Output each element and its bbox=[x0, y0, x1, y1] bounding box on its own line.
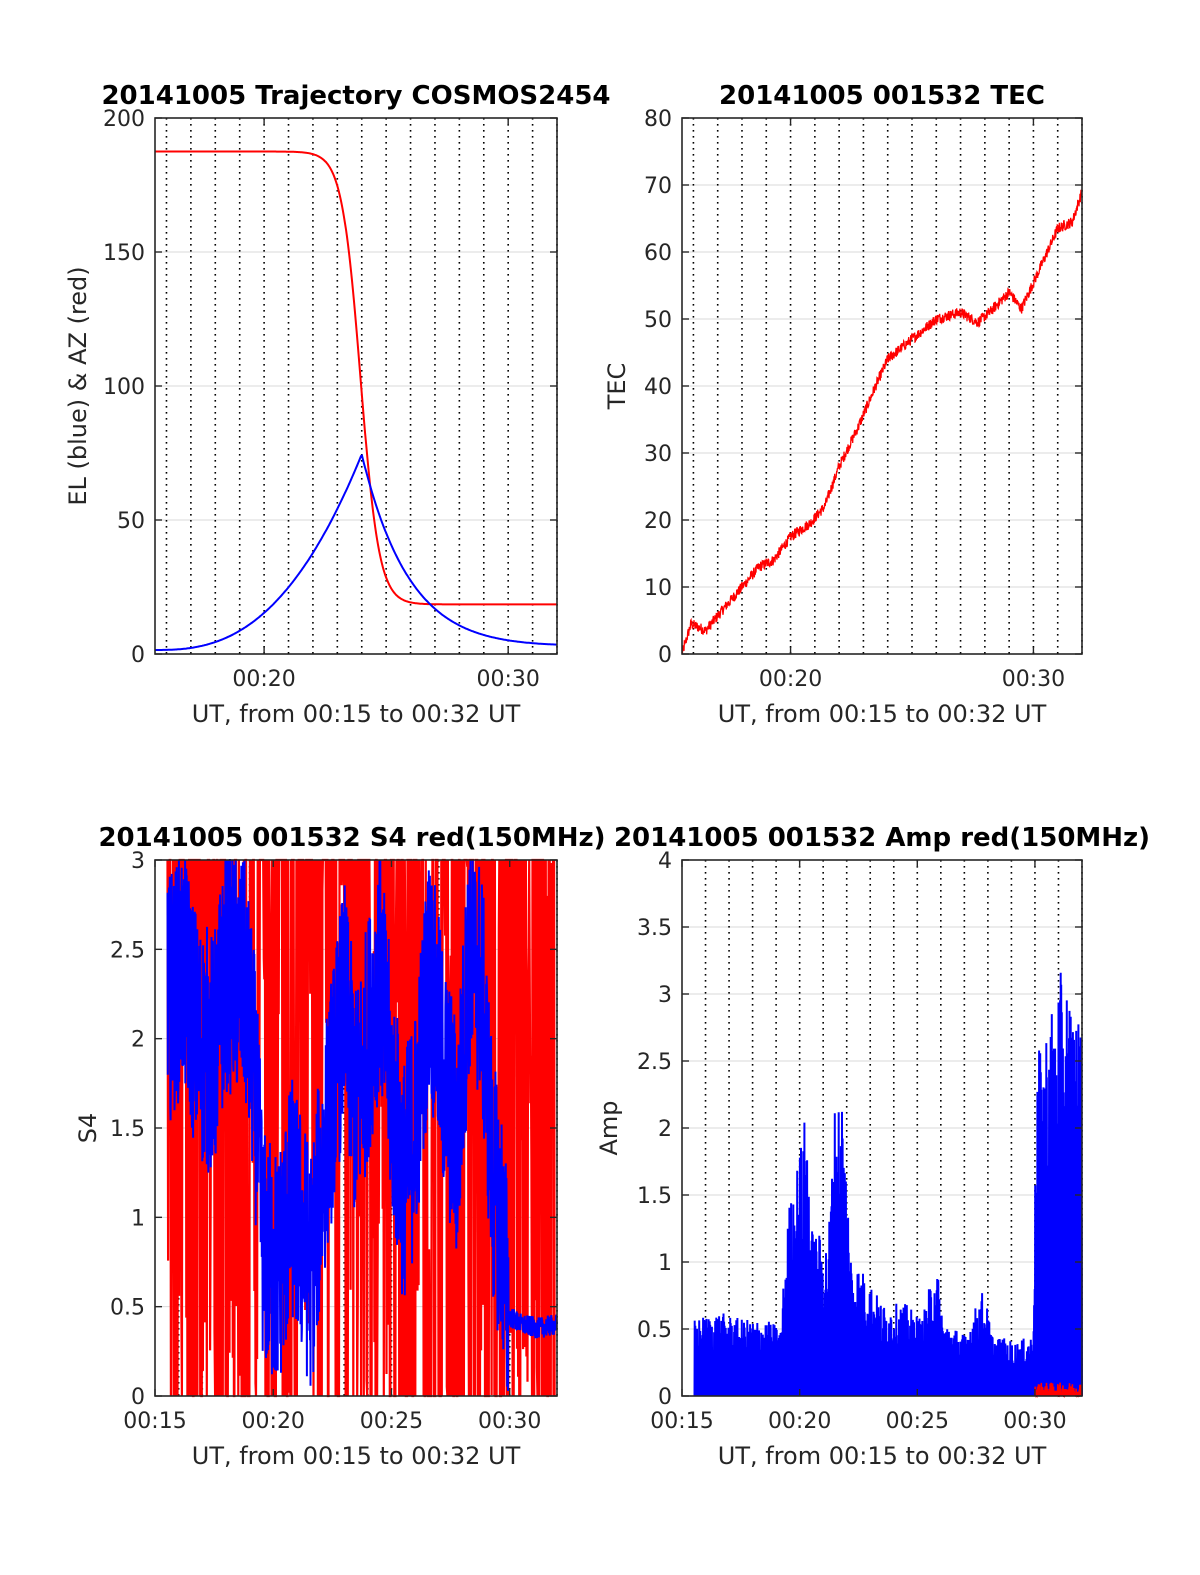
tec-xtick-label: 00:30 bbox=[1002, 667, 1065, 692]
s4-series bbox=[166, 858, 558, 1398]
amp-ytick-label: 2 bbox=[658, 1117, 672, 1142]
amp-ytick-label: 4 bbox=[658, 849, 672, 874]
trajectory-axes: 0 50 100 150 200 00:20 00:30 bbox=[103, 107, 558, 692]
s4-ylabel: S4 bbox=[74, 1113, 102, 1144]
s4-ytick-label: 3 bbox=[131, 849, 145, 874]
s4-panel: 20141005 001532 S4 red(150MHz) UT, from … bbox=[74, 823, 606, 1470]
trajectory-xtick-label: 00:20 bbox=[232, 667, 295, 692]
tec-ytick-label: 20 bbox=[644, 509, 672, 534]
amp-ytick-label: 1.5 bbox=[637, 1184, 672, 1209]
trajectory-series-az bbox=[155, 150, 557, 606]
amp-title: 20141005 001532 Amp red(150MHz) bbox=[614, 823, 1150, 853]
tec-title: 20141005 001532 TEC bbox=[719, 81, 1045, 111]
amp-panel: 20141005 001532 Amp red(150MHz) UT, from… bbox=[595, 823, 1150, 1470]
s4-ytick-label: 2.5 bbox=[110, 938, 145, 963]
amp-xtick-label: 00:30 bbox=[1003, 1409, 1066, 1434]
tec-ytick-label: 30 bbox=[644, 442, 672, 467]
trajectory-panel: 20141005 Trajectory COSMOS2454 UT, from … bbox=[64, 81, 611, 728]
tec-xlabel: UT, from 00:15 to 00:32 UT bbox=[718, 700, 1047, 728]
tec-axes: 0 10 20 30 40 50 60 70 80 00:20 00:30 bbox=[644, 107, 1083, 692]
trajectory-series bbox=[155, 150, 557, 651]
tec-ytick-label: 80 bbox=[644, 107, 672, 132]
s4-title: 20141005 001532 S4 red(150MHz) bbox=[98, 823, 605, 853]
amp-xtick-label: 00:15 bbox=[650, 1409, 713, 1434]
s4-xtick-label: 00:25 bbox=[360, 1409, 423, 1434]
trajectory-title: 20141005 Trajectory COSMOS2454 bbox=[101, 81, 610, 111]
amp-xtick-label: 00:25 bbox=[886, 1409, 949, 1434]
tec-series bbox=[681, 189, 1083, 655]
s4-xlabel: UT, from 00:15 to 00:32 UT bbox=[192, 1442, 521, 1470]
trajectory-ylabel: EL (blue) & AZ (red) bbox=[64, 266, 92, 505]
amp-ytick-label: 1 bbox=[658, 1251, 672, 1276]
amp-grid bbox=[682, 859, 1083, 1397]
tec-xtick-label: 00:20 bbox=[759, 667, 822, 692]
amp-xtick-label: 00:20 bbox=[768, 1409, 831, 1434]
s4-xtick-label: 00:30 bbox=[478, 1409, 541, 1434]
tec-panel: 20141005 001532 TEC UT, from 00:15 to 00… bbox=[603, 81, 1083, 728]
tec-grid bbox=[682, 117, 1083, 655]
tec-ytick-label: 10 bbox=[644, 576, 672, 601]
amp-ytick-label: 0 bbox=[658, 1385, 672, 1410]
tec-ytick-label: 70 bbox=[644, 174, 672, 199]
amp-ytick-label: 3.5 bbox=[637, 916, 672, 941]
amp-ylabel: Amp bbox=[595, 1100, 623, 1155]
trajectory-series-el bbox=[155, 453, 557, 651]
trajectory-xlabel: UT, from 00:15 to 00:32 UT bbox=[192, 700, 521, 728]
amp-ytick-label: 3 bbox=[658, 983, 672, 1008]
tec-ytick-label: 60 bbox=[644, 241, 672, 266]
s4-xtick-label: 00:20 bbox=[242, 1409, 305, 1434]
tec-ytick-label: 40 bbox=[644, 375, 672, 400]
s4-ytick-label: 0.5 bbox=[110, 1296, 145, 1321]
s4-ytick-label: 1.5 bbox=[110, 1117, 145, 1142]
amp-xlabel: UT, from 00:15 to 00:32 UT bbox=[718, 1442, 1047, 1470]
s4-ytick-label: 1 bbox=[131, 1206, 145, 1231]
trajectory-ytick-label: 50 bbox=[117, 509, 145, 534]
trajectory-xtick-label: 00:30 bbox=[476, 667, 539, 692]
trajectory-grid bbox=[155, 117, 558, 655]
tec-ytick-label: 0 bbox=[658, 643, 672, 668]
s4-ytick-label: 0 bbox=[131, 1385, 145, 1410]
trajectory-ytick-label: 200 bbox=[103, 107, 145, 132]
s4-ytick-label: 2 bbox=[131, 1028, 145, 1053]
tec-ytick-label: 50 bbox=[644, 308, 672, 333]
tec-ylabel: TEC bbox=[603, 363, 631, 411]
s4-axes: 0 0.5 1 1.5 2 2.5 3 00:15 00:20 00:25 00:30 bbox=[110, 849, 558, 1434]
trajectory-ytick-label: 0 bbox=[131, 643, 145, 668]
amp-ytick-label: 2.5 bbox=[637, 1050, 672, 1075]
s4-series-s4_blue bbox=[166, 859, 558, 1391]
tec-series-tec bbox=[681, 189, 1083, 655]
amp-axes: 0 0.5 1 1.5 2 2.5 3 3.5 4 00:15 00:20 00:25 00:30 bbox=[637, 849, 1083, 1434]
amp-ytick-label: 0.5 bbox=[637, 1318, 672, 1343]
trajectory-ytick-label: 100 bbox=[103, 375, 145, 400]
trajectory-ytick-label: 150 bbox=[103, 241, 145, 266]
s4-xtick-label: 00:15 bbox=[123, 1409, 186, 1434]
